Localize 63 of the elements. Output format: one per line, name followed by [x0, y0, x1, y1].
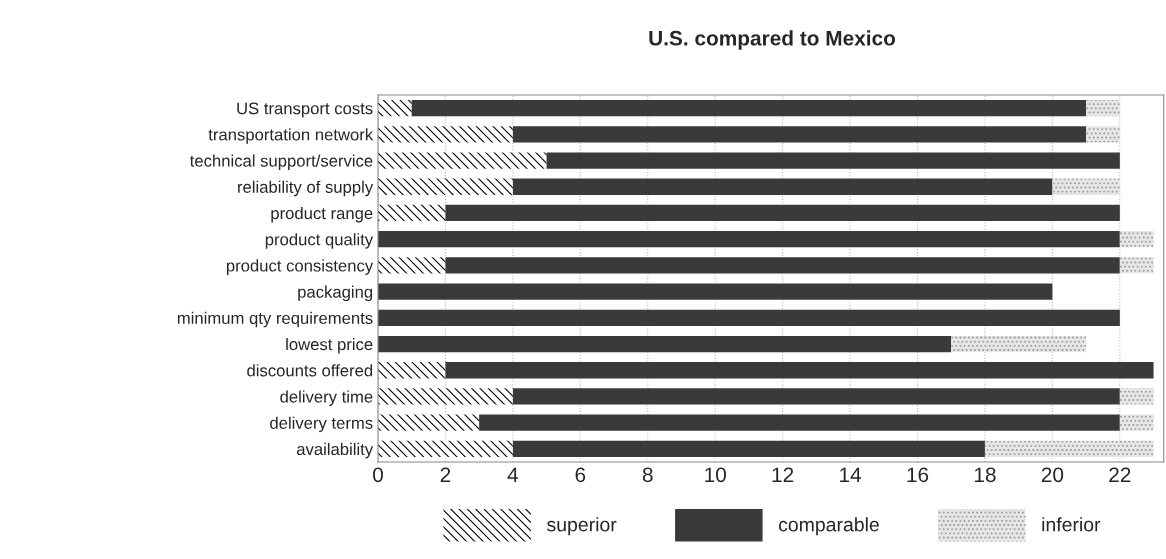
- bar: [378, 414, 480, 431]
- legend-label: superior: [547, 517, 617, 536]
- x-tick-label: 20: [1041, 467, 1064, 483]
- bar: [951, 335, 1087, 353]
- y-tick-label: delivery time: [280, 390, 373, 406]
- bar: [411, 99, 1087, 117]
- bar: [1052, 178, 1120, 195]
- y-tick-label: discounts offered: [247, 364, 373, 377]
- x-tick-label: 14: [840, 467, 862, 482]
- x-tick-label: 4: [507, 467, 519, 482]
- y-tick-label: delivery terms: [270, 416, 373, 433]
- x-tick-label: 16: [907, 467, 929, 483]
- bar: [1119, 414, 1154, 431]
- bar: [378, 388, 513, 405]
- bar: [378, 335, 952, 353]
- y-tick-label: minimum qty requirements: [177, 311, 373, 328]
- bar: [378, 257, 446, 274]
- bar: [378, 362, 446, 379]
- bar: [546, 152, 1120, 169]
- y-tick-label: lowest price: [286, 338, 373, 354]
- bar: [378, 204, 446, 222]
- bar: [378, 126, 513, 143]
- y-tick-label: reliability of supply: [238, 180, 374, 197]
- y-tick-label: availability: [296, 442, 374, 459]
- bar: [512, 178, 1053, 195]
- y-tick-label: packaging: [298, 285, 373, 302]
- bar: [378, 309, 1120, 326]
- x-tick-label: 0: [373, 467, 383, 483]
- y-tick-label: technical support/service: [189, 154, 373, 171]
- bar: [445, 257, 1120, 274]
- bar: [1119, 257, 1154, 274]
- bar: [1119, 388, 1154, 405]
- x-tick-label: 22: [1109, 467, 1131, 482]
- bar: [378, 99, 412, 117]
- bar: [445, 362, 1154, 379]
- y-tick-label: US transport costs: [237, 102, 373, 118]
- y-tick-label: product quality: [265, 233, 374, 249]
- bar: [1086, 126, 1120, 143]
- bar: [378, 440, 513, 458]
- y-tick-label: product range: [271, 206, 373, 223]
- bar: [378, 178, 513, 195]
- bar: [445, 204, 1120, 222]
- x-tick-label: 18: [974, 467, 996, 483]
- bar: [512, 388, 1120, 405]
- legend-label: inferior: [1042, 517, 1101, 532]
- x-tick-label: 10: [705, 467, 726, 483]
- bar: [378, 283, 1053, 300]
- bar: [512, 440, 985, 458]
- bar: [1119, 231, 1154, 248]
- bar: [984, 440, 1154, 458]
- legend-label: comparable: [778, 517, 879, 536]
- chart-title: U.S. compared to Mexico: [649, 30, 896, 50]
- bar: [378, 152, 547, 169]
- y-tick-label: transportation network: [208, 128, 374, 144]
- bar: [378, 231, 1120, 248]
- bar: [512, 126, 1087, 143]
- bar: [1086, 99, 1120, 117]
- x-tick-label: 2: [440, 467, 451, 482]
- y-tick-label: product consistency: [226, 259, 374, 275]
- x-tick-label: 12: [772, 467, 794, 482]
- x-tick-label: 8: [642, 467, 653, 483]
- x-tick-label: 6: [575, 467, 586, 483]
- bar: [479, 414, 1120, 431]
